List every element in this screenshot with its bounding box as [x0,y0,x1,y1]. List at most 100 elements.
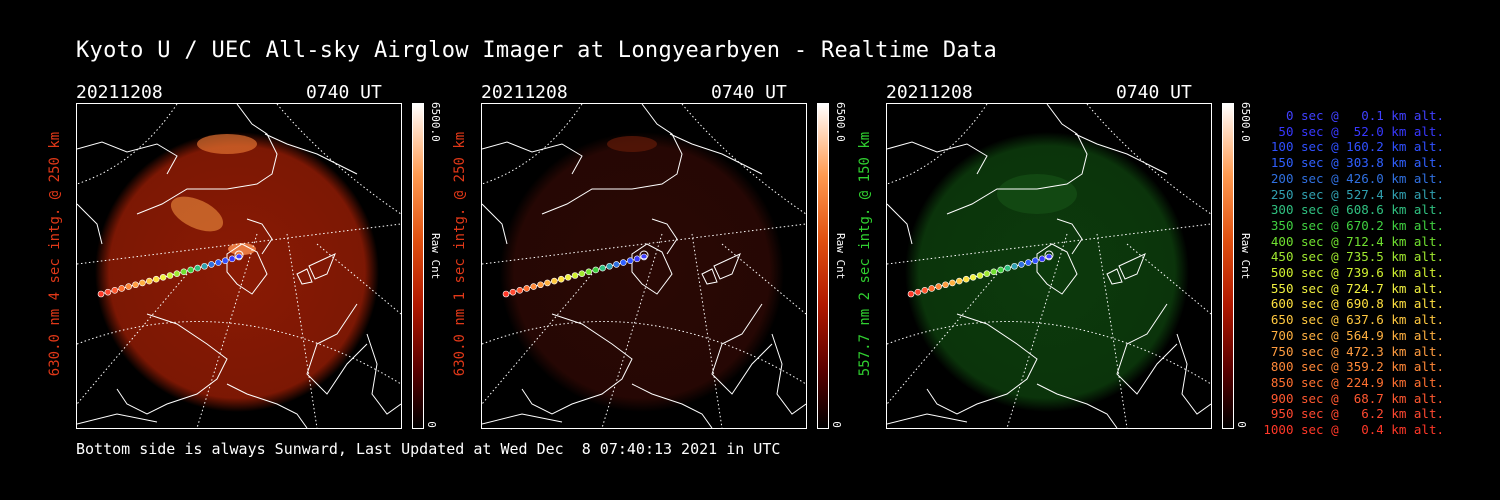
trajectory-point [537,281,544,289]
legend-entry: 400 sec @ 712.4 km alt. [1270,233,1444,249]
coastline [651,218,678,255]
legend-entry: 100 sec @ 160.2 km alt. [1270,139,1444,155]
grid-line [77,321,401,385]
trajectory-point [990,268,998,276]
trajectory-point [516,287,524,294]
trajectory-point [544,279,551,287]
page-title: Kyoto U / UEC All-sky Airglow Imager at … [76,38,998,63]
panel-1: 20211208 0740 UT 630.0 nm 4 sec intg. @ … [47,78,442,430]
panel-time: 0740 UT [1116,82,1192,103]
trajectory-point [962,275,970,283]
trajectory-point [146,277,153,285]
allsky-image [481,103,807,429]
legend-entry: 850 sec @ 224.9 km alt. [1270,374,1444,390]
legend-entry: 550 sec @ 724.7 km alt. [1270,280,1444,296]
legend-entry: 650 sec @ 637.6 km alt. [1270,312,1444,328]
coastline [264,133,358,175]
trajectory-legend: 0 sec @ 0.1 km alt. 50 sec @ 52.0 km alt… [1262,108,1444,438]
trajectory-point [949,279,956,287]
coastline [521,313,633,415]
legend-entry: 600 sec @ 690.8 km alt. [1270,296,1444,312]
trajectory-point [907,290,915,298]
panel-date: 20211208 [481,82,568,103]
grid-line [77,104,178,185]
coastline [1118,253,1146,280]
trajectory-point [613,261,620,268]
legend-entry: 150 sec @ 303.8 km alt. [1270,155,1444,171]
grid-line [482,223,806,265]
trajectory-point [551,277,558,285]
legend-entry: 250 sec @ 527.4 km alt. [1270,186,1444,202]
trajectory-point [585,268,593,276]
panel-date: 20211208 [886,82,973,103]
colorbar-max: 6500.0 [1239,102,1252,142]
trajectory-point [935,283,942,290]
trajectory-point [159,274,167,281]
grid-line [691,233,723,428]
coastline [482,413,563,425]
panel-3: 20211208 0740 UT 557.7 nm 2 sec intg. @ … [857,78,1252,430]
trajectory-point [571,272,579,279]
trajectory-point [914,288,922,296]
trajectory-point [221,257,229,264]
trajectory-point [620,259,627,266]
trajectory-point [564,274,572,281]
colorbar [817,103,829,429]
trajectory-point [928,285,936,292]
grid-line [286,233,318,428]
station-marker [1044,250,1054,260]
footer-note: Bottom side is always Sunward, Last Upda… [76,440,781,458]
trajectory-point [228,255,236,263]
coastline [1056,218,1083,255]
trajectory-point [1018,261,1025,268]
panel-2: 20211208 0740 UT 630.0 nm 1 sec intg. @ … [452,78,847,430]
trajectory-point [1025,259,1032,266]
legend-entry: 200 sec @ 426.0 km alt. [1270,170,1444,186]
coastline [116,313,228,415]
aurora-patch [997,174,1077,214]
trajectory-point [997,266,1004,274]
coastline [631,243,673,295]
coastline [946,104,1088,215]
trajectory-point [208,261,215,268]
trajectory-point [1004,264,1011,272]
coastline [926,313,1038,415]
trajectory-point [502,290,510,298]
trajectory-point [104,288,112,296]
panel-date: 20211208 [76,82,163,103]
station-marker [234,250,244,260]
coastline [226,383,308,428]
trajectory-point [976,272,984,279]
grid-line [887,273,998,405]
trajectory-point [166,272,174,279]
trajectory-point [173,270,181,277]
grid-line [77,223,401,265]
legend-entry: 50 sec @ 52.0 km alt. [1278,123,1444,139]
legend-entry: 900 sec @ 68.7 km alt. [1270,390,1444,406]
trajectory-point [921,287,929,294]
airglow-field [905,132,1189,412]
coastline [711,303,773,395]
coastline [308,253,336,280]
grid-line [1096,233,1128,428]
trajectory-point [132,281,139,289]
coastline [713,253,741,280]
coastline [669,133,763,175]
trajectory-point [187,266,194,274]
grid-line [887,104,988,185]
trajectory-point [983,270,991,277]
grid-line [196,233,258,428]
coastline [136,104,278,215]
legend-entry: 750 sec @ 472.3 km alt. [1270,343,1444,359]
trajectory-point [194,264,201,272]
trajectory-point [139,279,146,287]
trajectory-point [592,266,599,274]
panel-ylabel: 630.0 nm 4 sec intg. @ 250 km [47,131,63,377]
legend-entry: 350 sec @ 670.2 km alt. [1270,217,1444,233]
coastline [701,268,718,285]
legend-entry: 450 sec @ 735.5 km alt. [1270,249,1444,265]
trajectory-point [201,262,208,270]
trajectory-point [180,268,188,276]
legend-entry: 700 sec @ 564.9 km alt. [1270,327,1444,343]
trajectory-point [111,287,119,294]
